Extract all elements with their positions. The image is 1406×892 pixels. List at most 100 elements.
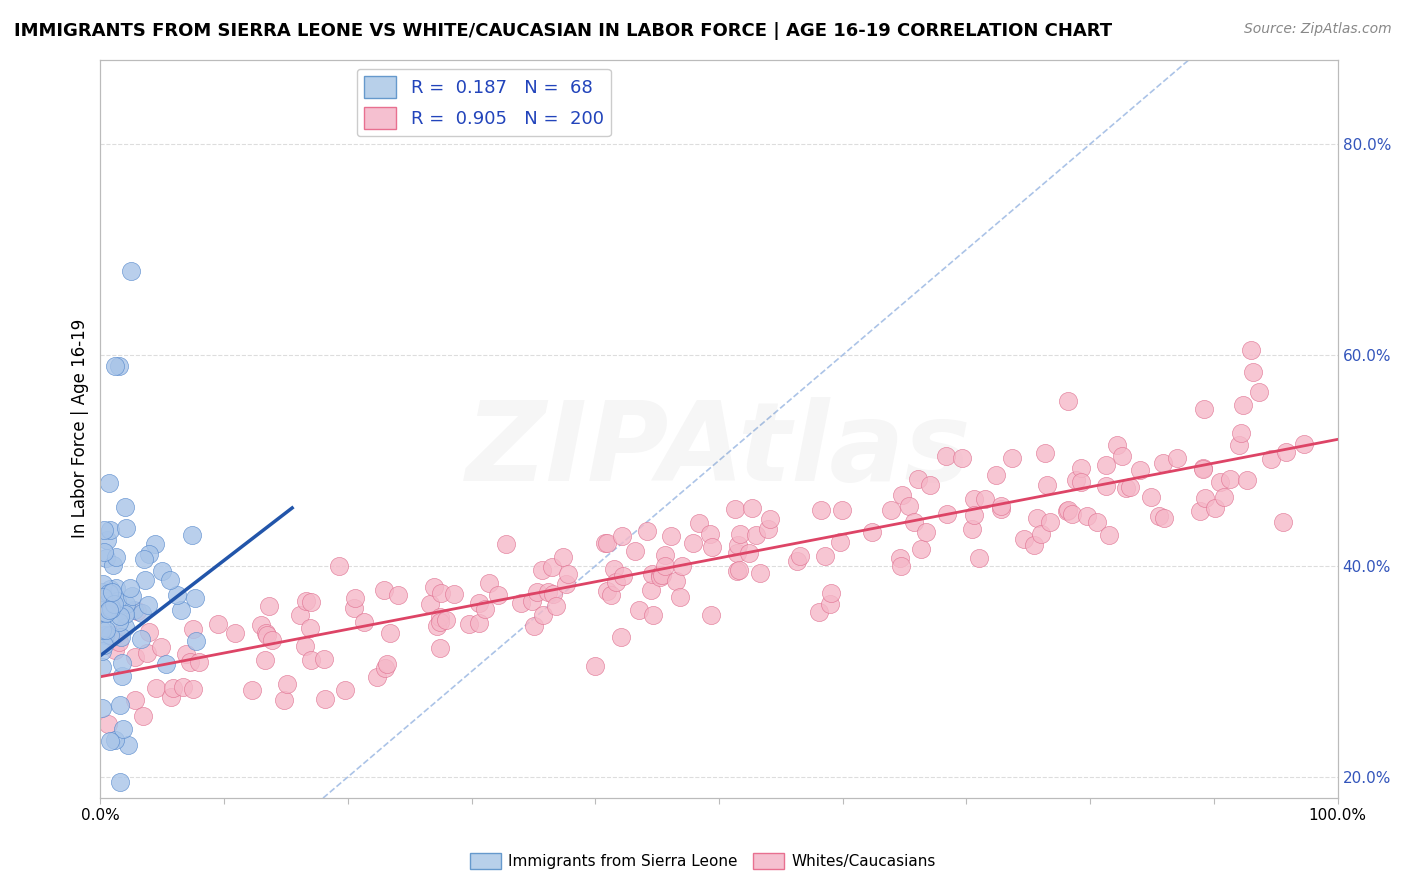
Point [260,633,283,648]
Point [1057,503,1080,517]
Point [1192,462,1215,476]
Point [96,533,118,548]
Point [344,591,367,606]
Point [240,682,263,697]
Point [628,603,651,617]
Point [1192,461,1215,475]
Point [1085,515,1108,529]
Point [728,527,751,541]
Point [1036,478,1059,492]
Point [486,588,509,602]
Point [474,602,496,616]
Point [659,529,682,543]
Point [299,653,322,667]
Point [94,551,117,566]
Text: IMMIGRANTS FROM SIERRA LEONE VS WHITE/CAUCASIAN IN LABOR FORCE | AGE 16-19 CORRE: IMMIGRANTS FROM SIERRA LEONE VS WHITE/CA… [14,22,1112,40]
Point [969,551,991,566]
Point [1012,532,1035,546]
Legend: Immigrants from Sierra Leone, Whites/Caucasians: Immigrants from Sierra Leone, Whites/Cau… [464,847,942,875]
Point [641,608,664,623]
Point [688,516,710,530]
Point [1140,490,1163,504]
Point [1208,475,1230,490]
Point [890,488,912,502]
Point [183,681,205,696]
Point [172,680,194,694]
Point [253,653,276,667]
Point [298,621,321,635]
Point [605,574,627,589]
Point [537,585,560,599]
Point [98,603,121,617]
Point [366,670,388,684]
Point [831,503,853,517]
Point [114,620,136,634]
Point [138,625,160,640]
Point [373,661,395,675]
Point [90,700,112,714]
Point [94,624,117,638]
Point [97,717,120,731]
Point [495,537,517,551]
Point [738,546,761,560]
Point [145,681,167,696]
Point [256,628,278,642]
Point [974,491,997,506]
Point [108,698,131,713]
Point [100,600,122,615]
Point [814,549,837,564]
Point [117,739,139,753]
Point [273,693,295,707]
Point [880,503,903,517]
Point [375,657,398,672]
Point [727,538,749,552]
Point [593,536,616,550]
Point [91,577,114,591]
Point [333,683,356,698]
Point [1260,451,1282,466]
Point [90,585,112,599]
Point [990,499,1012,513]
Point [600,589,623,603]
Point [648,567,671,582]
Point [1271,516,1294,530]
Point [314,652,336,666]
Point [105,594,128,608]
Point [510,596,533,610]
Point [531,608,554,623]
Point [786,554,808,568]
Point [1095,478,1118,492]
Point [125,604,148,618]
Point [1166,450,1188,465]
Point [91,644,114,658]
Point [1031,527,1053,541]
Point [149,640,172,654]
Point [1204,500,1226,515]
Point [353,615,375,629]
Point [1232,398,1254,412]
Point [1229,438,1251,452]
Point [1230,426,1253,441]
Point [90,624,112,638]
Point [122,602,145,616]
Point [94,606,117,620]
Point [96,597,118,611]
Point [124,692,146,706]
Point [860,524,883,539]
Point [543,587,565,601]
Point [98,523,121,537]
Point [100,602,122,616]
Point [612,569,634,583]
Point [640,582,662,597]
Point [724,501,747,516]
Point [1219,472,1241,486]
Point [104,581,127,595]
Point [131,606,153,620]
Point [950,451,973,466]
Point [295,594,318,608]
Point [114,607,136,622]
Point [1241,365,1264,379]
Point [93,524,115,538]
Point [700,608,723,623]
Point [98,476,121,491]
